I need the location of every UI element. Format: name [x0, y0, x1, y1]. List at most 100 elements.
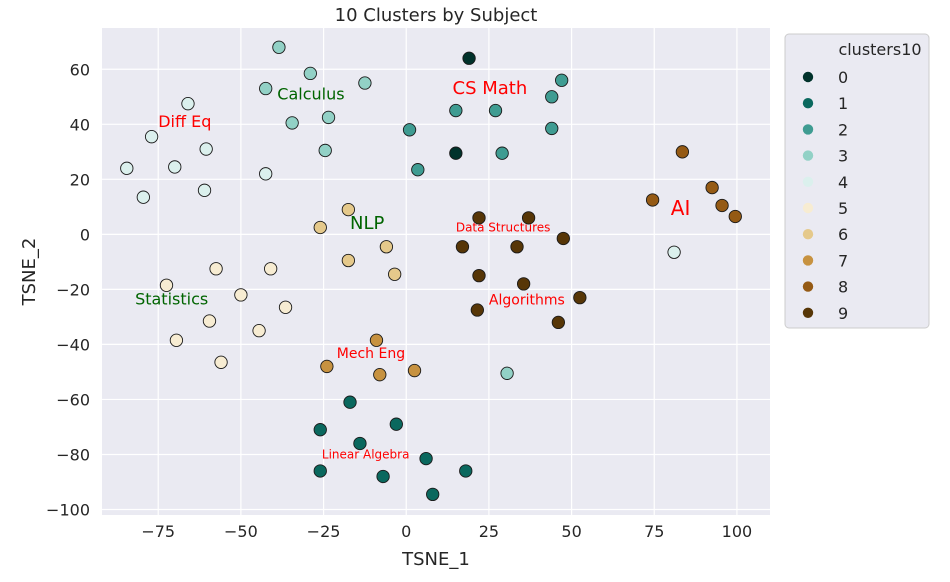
y-tick-label: −40 [56, 335, 90, 354]
subject-annotation: Data Structures [456, 221, 551, 235]
data-point-cluster-3 [272, 40, 286, 54]
data-point-cluster-1 [426, 487, 440, 502]
legend-marker-0 [802, 71, 814, 83]
subject-annotation: NLP [350, 213, 384, 234]
data-point-cluster-3 [321, 110, 336, 125]
data-point-cluster-6 [341, 202, 356, 217]
data-point-cluster-7 [373, 368, 387, 382]
x-tick-label: 100 [722, 522, 753, 541]
data-point-cluster-0 [462, 51, 476, 65]
data-point-cluster-9 [516, 277, 531, 291]
legend-label-7: 7 [838, 251, 848, 270]
data-point-cluster-4 [120, 161, 134, 175]
x-tick-label: −50 [224, 522, 258, 541]
legend-marker-9 [802, 307, 814, 318]
y-tick-label: 0 [80, 225, 90, 244]
data-point-cluster-9 [455, 240, 470, 254]
legend-label-5: 5 [838, 199, 848, 218]
data-point-cluster-9 [472, 268, 486, 283]
y-tick-label: 60 [70, 60, 90, 79]
subject-annotation: Algorithms [489, 293, 565, 309]
data-point-cluster-3 [318, 143, 332, 158]
x-axis-label: TSNE_1 [401, 549, 470, 570]
data-point-cluster-2 [555, 73, 569, 87]
data-point-cluster-1 [353, 436, 367, 451]
data-point-cluster-9 [470, 303, 484, 317]
legend-label-8: 8 [838, 278, 848, 297]
data-point-cluster-2 [411, 163, 425, 177]
data-point-cluster-1 [376, 469, 390, 484]
subject-annotation: CS Math [453, 78, 528, 99]
data-point-cluster-9 [521, 211, 536, 225]
data-point-cluster-4 [144, 130, 159, 144]
data-point-cluster-5 [264, 262, 278, 276]
data-point-cluster-5 [169, 333, 184, 347]
data-point-cluster-6 [379, 240, 394, 254]
plot-area [102, 28, 770, 515]
legend-label-2: 2 [838, 120, 848, 139]
x-tick-label: −75 [141, 522, 175, 541]
data-point-cluster-2 [495, 146, 509, 160]
legend-label-6: 6 [838, 225, 848, 244]
data-point-cluster-5 [278, 300, 293, 314]
subject-annotation: Calculus [277, 85, 344, 104]
data-point-cluster-5 [234, 288, 248, 302]
data-point-cluster-5 [209, 262, 223, 276]
legend-title: clusters10 [838, 40, 921, 59]
subject-annotation: AI [671, 196, 691, 220]
data-point-cluster-6 [313, 220, 327, 235]
legend-marker-4 [802, 176, 814, 187]
y-tick-label: 40 [70, 115, 90, 134]
data-point-cluster-6 [388, 267, 402, 281]
legend-marker-1 [802, 98, 814, 109]
data-point-cluster-3 [358, 76, 372, 90]
data-point-cluster-4 [136, 190, 150, 204]
legend-label-4: 4 [838, 173, 848, 192]
data-point-cluster-5 [159, 278, 174, 292]
legend-label-3: 3 [838, 147, 848, 166]
data-points [120, 40, 742, 502]
data-point-cluster-9 [556, 231, 570, 246]
data-point-cluster-4 [259, 167, 273, 181]
legend-entries: 0 1 2 3 4 5 6 7 8 9 [802, 68, 848, 323]
data-point-cluster-8 [645, 193, 660, 207]
data-point-cluster-5 [214, 355, 228, 369]
data-point-cluster-0 [449, 146, 463, 160]
data-point-cluster-9 [573, 290, 587, 305]
y-tick-label: −100 [46, 500, 90, 519]
data-point-cluster-4 [199, 142, 213, 156]
data-point-cluster-4 [168, 160, 182, 174]
data-point-cluster-1 [419, 451, 433, 466]
data-point-cluster-7 [407, 363, 422, 378]
legend-marker-6 [802, 229, 814, 240]
data-point-cluster-6 [341, 253, 356, 268]
chart-title: 10 Clusters by Subject [335, 5, 538, 26]
legend-box [784, 33, 930, 329]
x-tick-label: 50 [561, 522, 581, 541]
data-point-cluster-7 [369, 333, 384, 347]
subject-annotation: Statistics [135, 290, 208, 309]
data-point-cluster-4 [667, 245, 681, 259]
data-point-cluster-9 [510, 240, 524, 254]
data-point-cluster-2 [402, 123, 417, 137]
data-point-cluster-4 [197, 183, 212, 197]
data-point-cluster-9 [472, 211, 486, 225]
legend: clusters10 0 1 2 3 4 5 6 7 8 9 [784, 33, 930, 329]
tick-labels: −75 −50 −25 0 25 50 75 100 −100 −80 −60 −40 −20 0 20 40… [46, 60, 752, 541]
data-point-cluster-3 [303, 66, 317, 81]
legend-marker-8 [802, 281, 814, 292]
data-point-cluster-8 [715, 198, 729, 213]
legend-label-0: 0 [838, 68, 848, 87]
subject-annotation: Linear Algebra [322, 448, 410, 462]
subject-annotation: Mech Eng [337, 346, 405, 362]
data-point-cluster-1 [313, 464, 327, 478]
data-point-cluster-7 [320, 359, 334, 374]
y-tick-label: −80 [56, 445, 90, 464]
legend-marker-3 [802, 150, 814, 161]
data-point-cluster-1 [389, 417, 403, 431]
grid-lines [102, 28, 770, 515]
legend-marker-5 [802, 202, 814, 214]
y-axis-label: TSNE_2 [19, 238, 40, 307]
